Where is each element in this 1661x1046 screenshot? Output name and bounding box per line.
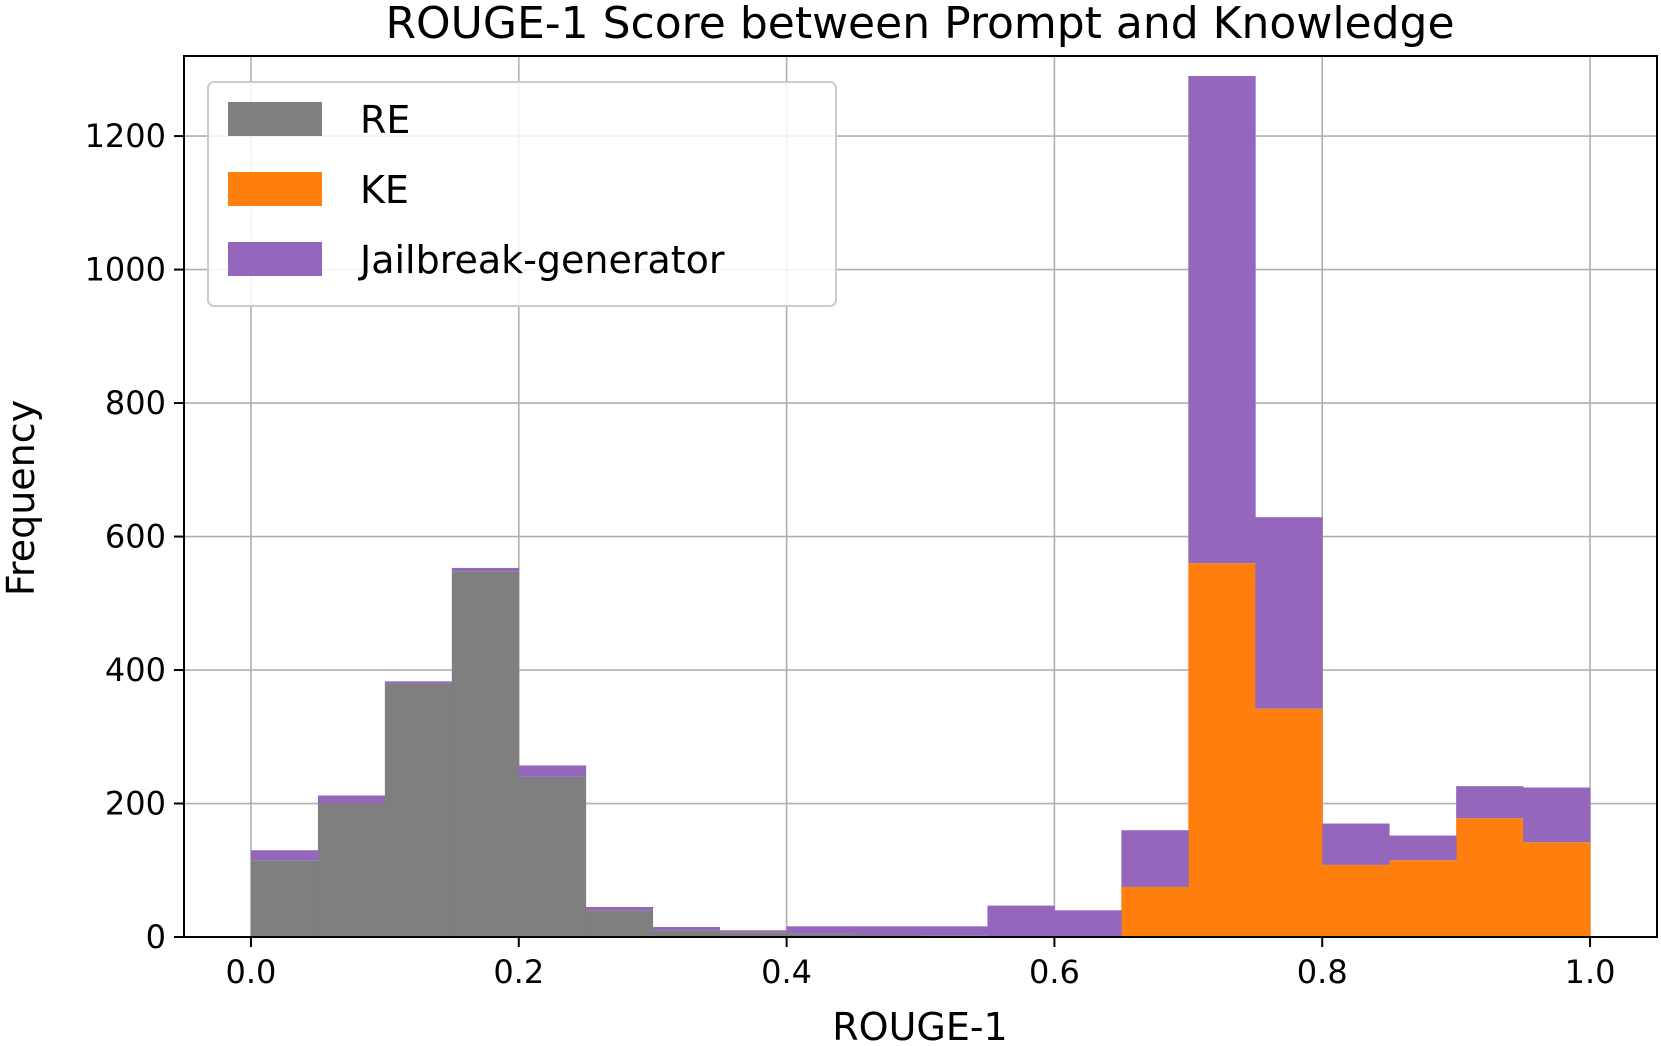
- bar-jailbreak-generator: [1389, 835, 1457, 861]
- bar-jailbreak-generator: [585, 906, 654, 911]
- legend-label-jailbreak-generator: Jailbreak-generator: [358, 238, 725, 282]
- x-tick-label: 1.0: [1565, 953, 1616, 991]
- bar-jailbreak-generator: [1188, 76, 1256, 564]
- bar-re: [451, 571, 520, 937]
- bar-re: [786, 933, 854, 937]
- bar-jailbreak-generator: [1255, 517, 1323, 709]
- y-tick-label: 1200: [85, 117, 166, 155]
- x-tick-label: 0.0: [226, 953, 277, 991]
- axis-ticks: 0.0 0.2 0.4 0.6 0.8 1.0 0 200 400 600 800 1000 1200: [85, 117, 1616, 991]
- y-axis-label: Frequency: [0, 400, 43, 596]
- legend-label-ke: KE: [360, 168, 409, 212]
- bar-re: [585, 910, 654, 937]
- bar-jailbreak-generator: [719, 930, 787, 933]
- bar-jailbreak-generator: [1456, 786, 1524, 819]
- bar-jailbreak-generator: [786, 926, 854, 934]
- bar-ke: [1523, 842, 1591, 937]
- bar-re: [317, 803, 386, 937]
- bar-jailbreak-generator: [451, 567, 520, 572]
- legend-label-re: RE: [360, 98, 410, 142]
- chart-title: ROUGE-1 Score between Prompt and Knowled…: [385, 0, 1454, 49]
- bar-re: [384, 683, 453, 937]
- bar-jailbreak-generator: [1054, 910, 1122, 937]
- plot-frame: [183, 55, 1658, 938]
- legend-swatch-re: [228, 102, 322, 136]
- bar-re: [250, 860, 319, 937]
- legend-swatch-jailbreak-generator: [228, 242, 322, 276]
- bar-ke: [1121, 886, 1189, 937]
- bar-re: [652, 930, 721, 937]
- bar-jailbreak-generator: [384, 681, 453, 684]
- bar-jailbreak-generator: [652, 926, 721, 931]
- x-tick-label: 0.2: [493, 953, 544, 991]
- y-tick-label: 200: [105, 785, 166, 823]
- bar-jailbreak-generator: [1121, 830, 1189, 887]
- y-tick-label: 1000: [85, 251, 166, 289]
- y-tick-label: 400: [105, 651, 166, 689]
- bar-ke: [1456, 818, 1524, 937]
- bar-jailbreak-generator: [920, 926, 988, 936]
- bar-ke: [1188, 563, 1256, 937]
- bar-jailbreak-generator: [987, 905, 1055, 937]
- bar-ke: [1389, 860, 1457, 937]
- bar-jailbreak-generator: [1322, 823, 1390, 865]
- bar-jailbreak-generator: [518, 765, 587, 777]
- y-tick-label: 0: [146, 918, 166, 956]
- x-tick-label: 0.6: [1029, 953, 1080, 991]
- y-tick-label: 600: [105, 518, 166, 556]
- legend-swatch-ke: [228, 172, 322, 206]
- bar-re: [719, 932, 787, 937]
- bar-jailbreak-generator: [853, 926, 921, 935]
- bars: [250, 76, 1591, 937]
- bar-re: [853, 934, 921, 937]
- bar-jailbreak-generator: [250, 850, 319, 861]
- x-tick-label: 0.8: [1297, 953, 1348, 991]
- x-tick-label: 0.4: [761, 953, 812, 991]
- bar-re: [518, 776, 587, 937]
- legend-box: [207, 81, 837, 307]
- bar-jailbreak-generator: [1523, 787, 1591, 843]
- legend: RE KE Jailbreak-generator: [207, 81, 837, 307]
- bar-ke: [1322, 864, 1390, 937]
- x-axis-label: ROUGE-1: [832, 1005, 1007, 1046]
- y-tick-label: 800: [105, 384, 166, 422]
- bar-jailbreak-generator: [317, 795, 386, 804]
- bar-ke: [1255, 708, 1323, 937]
